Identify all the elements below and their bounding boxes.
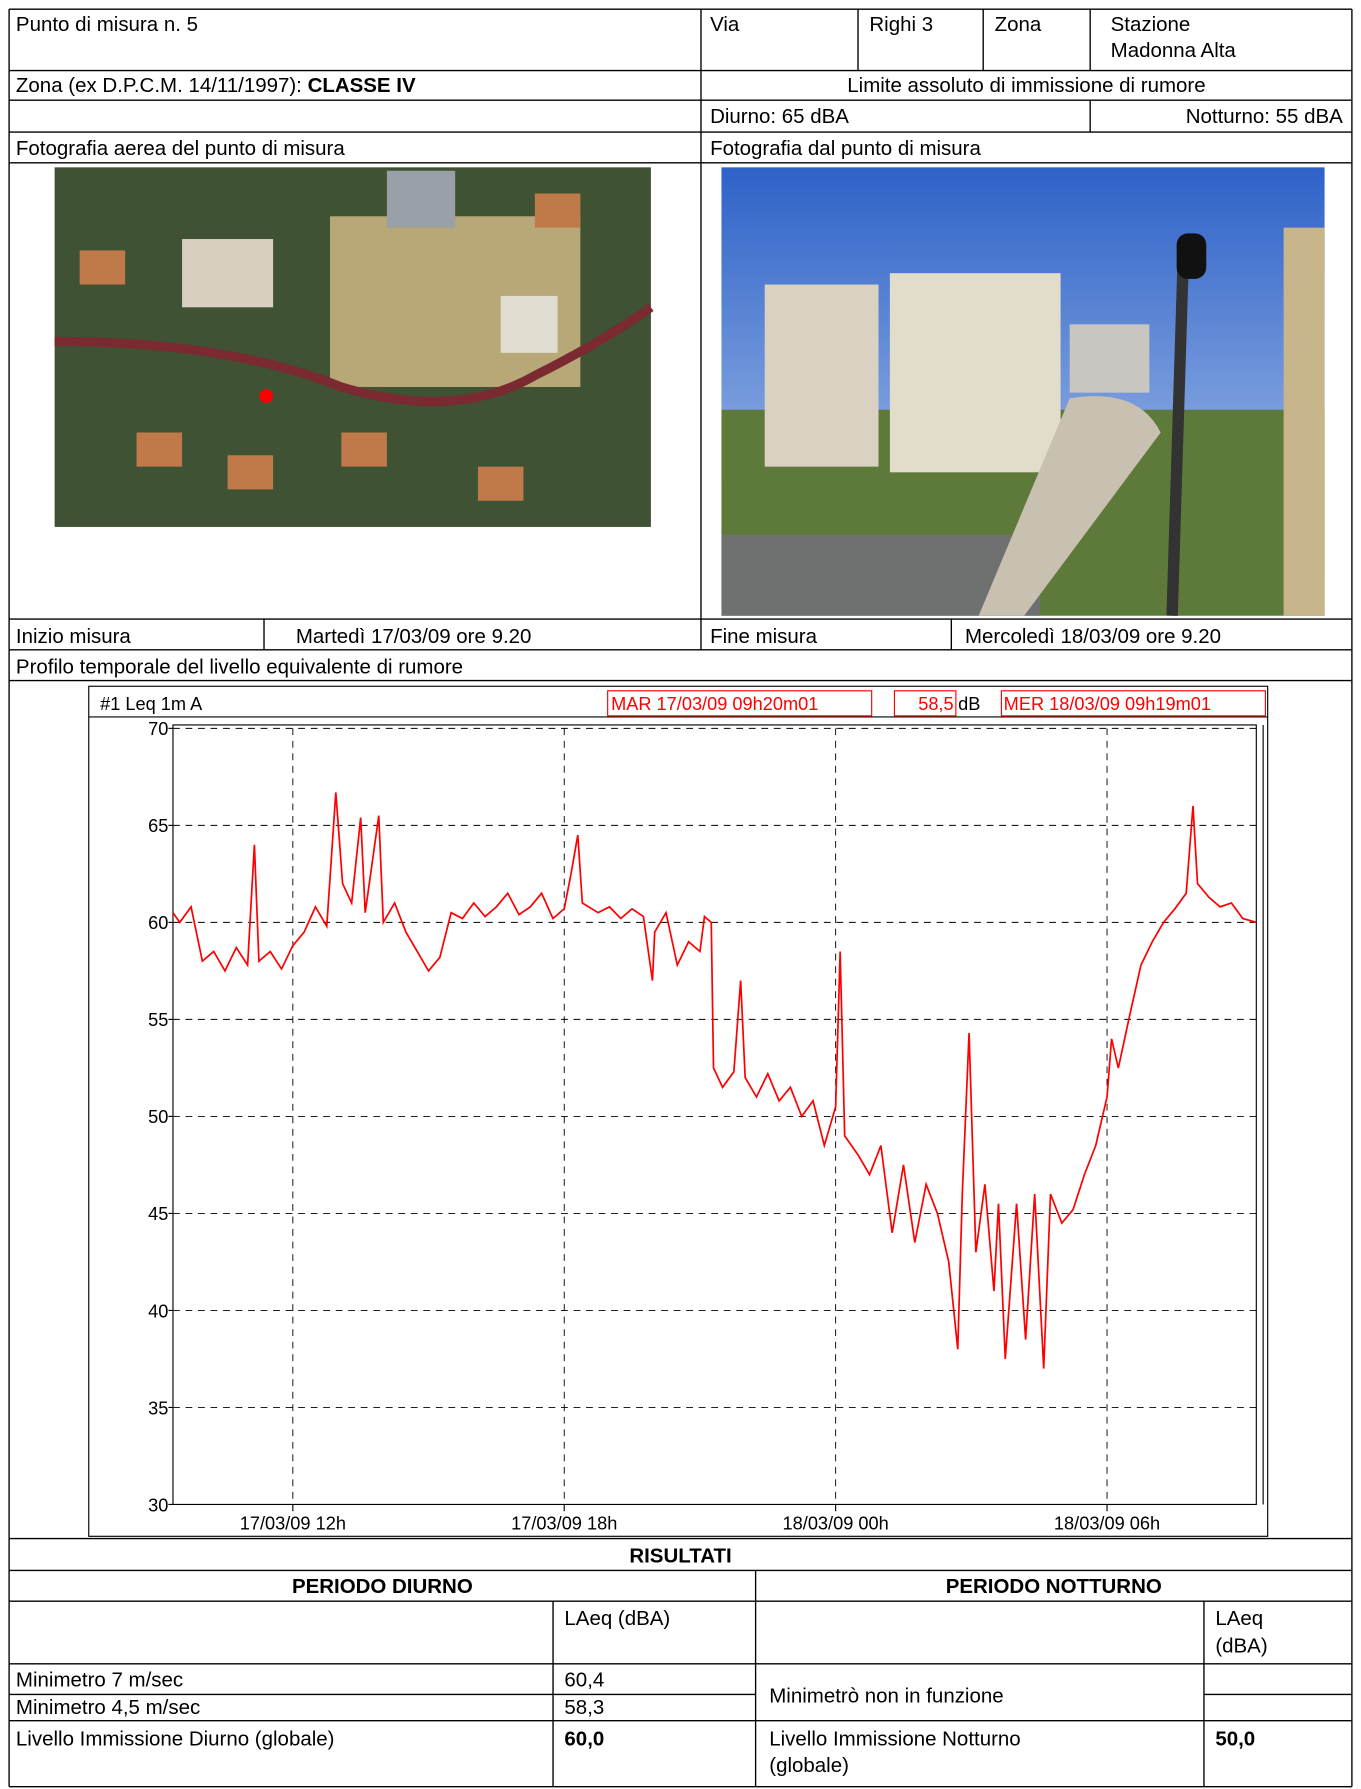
cell-text: Inizio misura <box>16 625 132 648</box>
cell-text: Righi 3 <box>869 13 933 36</box>
table-text: Zona (ex D.P.C.M. 14/11/1997): CLASSE IV… <box>16 13 1343 1777</box>
x-tick-label: 18/03/09 06h <box>1054 1513 1160 1533</box>
cell-text: Punto di misura n. 5 <box>16 13 198 36</box>
table-grid <box>8 8 1353 1788</box>
cell-text: (globale) <box>769 1754 849 1777</box>
y-tick-label: 70 <box>148 719 168 739</box>
cell-text: Profilo temporale del livello equivalent… <box>16 656 463 679</box>
data-line <box>172 792 1257 1369</box>
y-tick-label: 35 <box>148 1398 168 1418</box>
cell-text: RISULTATI <box>629 1544 731 1567</box>
cell-text: Zona <box>995 13 1042 36</box>
y-tick-label: 40 <box>148 1301 168 1321</box>
x-tick-label: 17/03/09 12h <box>240 1513 346 1533</box>
cell-text: Stazione <box>1111 13 1191 36</box>
y-tick-label: 65 <box>148 816 168 836</box>
chart-start: MAR 17/03/09 09h20m01 <box>611 694 818 714</box>
cell-text: Madonna Alta <box>1111 39 1237 62</box>
cell-text: Livello Immissione Notturno <box>769 1728 1020 1751</box>
y-tick-label: 30 <box>148 1495 168 1515</box>
cell-text: 50,0 <box>1215 1728 1255 1751</box>
cell-text: PERIODO DIURNO <box>292 1575 473 1598</box>
cell-text: Livello Immissione Diurno (globale) <box>16 1728 335 1751</box>
x-tick-label: 18/03/09 00h <box>783 1513 889 1533</box>
y-tick-label: 45 <box>148 1204 168 1224</box>
zone-class: Zona (ex D.P.C.M. 14/11/1997): CLASSE IV <box>16 74 416 97</box>
chart-unit: dB <box>958 694 980 714</box>
y-tick-label: 55 <box>148 1010 168 1030</box>
cell-text: LAeq (dBA) <box>564 1607 670 1630</box>
zone-class-value: CLASSE IV <box>308 74 416 97</box>
cell-text: PERIODO NOTTURNO <box>946 1575 1162 1598</box>
y-tick-label: 60 <box>148 913 168 933</box>
x-tick-label: 17/03/09 18h <box>511 1513 617 1533</box>
aerial-photo <box>54 167 654 527</box>
cell-text: Notturno: 55 dBA <box>1186 105 1343 128</box>
cell-text: Fine misura <box>710 625 818 648</box>
chart-label: #1 Leq 1m A <box>100 694 203 714</box>
cell-text: Limite assoluto di immissione di rumore <box>847 74 1205 97</box>
cell-text: 58,3 <box>564 1696 604 1719</box>
cell-text: 60,4 <box>564 1669 604 1692</box>
site-photo <box>721 167 1325 616</box>
cell-text: 60,0 <box>564 1728 604 1751</box>
chart: #1 Leq 1m A MAR 17/03/09 09h20m01 58,5 dB ME… <box>88 685 1269 1537</box>
cell-text: Minimetrò non in funzione <box>769 1684 1003 1707</box>
cell-text: Via <box>710 13 740 36</box>
cell-text: Fotografia dal punto di misura <box>710 137 981 160</box>
plot-frame <box>172 724 1257 1506</box>
chart-frame <box>88 685 1269 1537</box>
cell-text: LAeq <box>1215 1607 1263 1630</box>
cell-text: Fotografia aerea del punto di misura <box>16 137 345 160</box>
chart-leq: 58,5 <box>918 694 953 714</box>
header-box <box>607 690 873 717</box>
header-box <box>893 690 957 717</box>
cell-text: Diurno: 65 dBA <box>710 105 849 128</box>
cell-text: Mercoledì 18/03/09 ore 9.20 <box>965 625 1221 648</box>
cell-text: Martedì 17/03/09 ore 9.20 <box>296 625 532 648</box>
cell-text: Minimetro 4,5 m/sec <box>16 1696 200 1719</box>
header-box <box>1000 690 1266 717</box>
chart-end: MER 18/03/09 09h19m01 <box>1004 694 1211 714</box>
y-tick-label: 50 <box>148 1107 168 1127</box>
cell-text: Minimetro 7 m/sec <box>16 1669 183 1692</box>
cell-text: (dBA) <box>1215 1634 1267 1657</box>
zone-class-label: Zona (ex D.P.C.M. 14/11/1997): <box>16 74 308 97</box>
